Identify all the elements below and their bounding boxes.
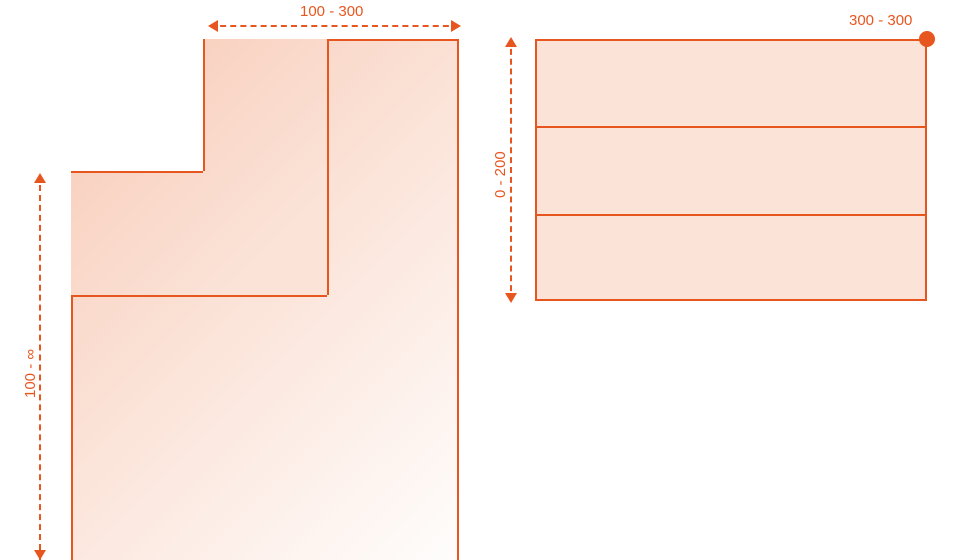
stroke-line [203,39,205,171]
stroke-line [71,295,327,297]
stroke-line [327,39,329,295]
left-top-dimension-line [210,25,459,27]
stroke-line [71,171,203,173]
arrowhead-icon [505,293,517,303]
right-row-divider [535,214,927,216]
right-side-dimension-label: 0 - 200 [492,151,509,198]
right-box [535,39,927,301]
arrowhead-icon [505,37,517,47]
left-side-dimension-line [39,175,41,560]
left-notch [71,39,203,171]
arrowhead-icon [208,20,218,32]
right-side-dimension-line [510,39,512,301]
corner-dot-icon [919,31,935,47]
left-side-dimension-label: 100 - ∞ [22,349,39,398]
arrowhead-icon [451,20,461,32]
arrowhead-icon [34,173,46,183]
arrowhead-icon [34,550,46,560]
right-top-dimension-label: 300 - 300 [849,12,912,29]
right-row-divider [535,126,927,128]
left-top-dimension-label: 100 - 300 [300,3,363,20]
